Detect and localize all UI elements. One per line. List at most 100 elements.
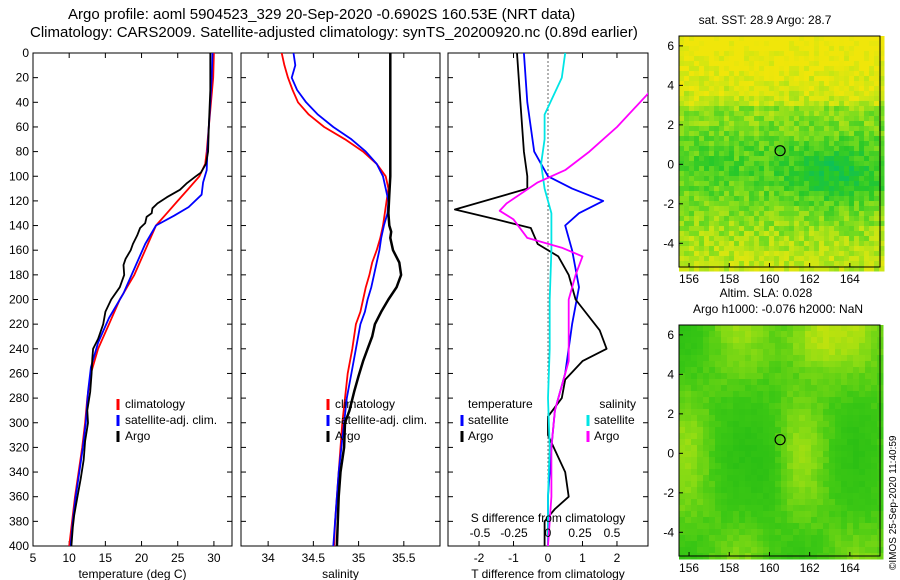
heatmap-cell	[793, 385, 800, 392]
heatmap-cell	[799, 186, 805, 192]
heatmap-cell	[794, 106, 800, 112]
heatmap-cell	[835, 337, 842, 344]
heatmap-cell	[745, 541, 752, 548]
heatmap-cell	[757, 445, 764, 452]
heatmap-cell	[809, 121, 815, 127]
heatmap-cell	[789, 91, 795, 97]
x-axis-label: salinity	[322, 567, 359, 580]
heatmap-cell	[865, 397, 872, 404]
heatmap-cell	[763, 427, 770, 434]
heatmap-cell	[679, 101, 685, 107]
heatmap-cell	[859, 361, 866, 368]
heatmap-cell	[733, 421, 740, 428]
heatmap-cell	[697, 439, 704, 446]
heatmap-cell	[709, 81, 715, 87]
heatmap-cell	[834, 156, 840, 162]
heatmap-cell	[794, 226, 800, 232]
heatmap-cell	[703, 463, 710, 470]
heatmap-cell	[691, 349, 698, 356]
heatmap-cell	[879, 216, 885, 222]
heatmap-cell	[721, 385, 728, 392]
heatmap-cell	[769, 226, 775, 232]
heatmap-cell	[727, 379, 734, 386]
heatmap-cell	[817, 379, 824, 386]
heatmap-cell	[689, 86, 695, 92]
heatmap-cell	[734, 66, 740, 72]
heatmap-cell	[865, 373, 872, 380]
heatmap-cell	[794, 36, 800, 42]
heatmap-cell	[769, 56, 775, 62]
heatmap-cell	[793, 499, 800, 506]
heatmap-cell	[691, 373, 698, 380]
heatmap-cell	[684, 71, 690, 77]
heatmap-cell	[749, 191, 755, 197]
heatmap-cell	[703, 505, 710, 512]
heatmap-cell	[823, 463, 830, 470]
heatmap-cell	[784, 146, 790, 152]
heatmap-cell	[811, 391, 818, 398]
heatmap-cell	[684, 201, 690, 207]
heatmap-cell	[834, 241, 840, 247]
heatmap-cell	[774, 61, 780, 67]
heatmap-cell	[794, 141, 800, 147]
heatmap-cell	[709, 226, 715, 232]
heatmap-cell	[865, 481, 872, 488]
heatmap-cell	[694, 191, 700, 197]
heatmap-cell	[759, 146, 765, 152]
heatmap-cell	[757, 439, 764, 446]
heatmap-cell	[817, 373, 824, 380]
heatmap-cell	[697, 367, 704, 374]
heatmap-cell	[839, 171, 845, 177]
map-x-tick-label: 156	[679, 561, 699, 575]
heatmap-cell	[703, 367, 710, 374]
heatmap-cell	[709, 201, 715, 207]
heatmap-cell	[709, 86, 715, 92]
heatmap-cell	[749, 236, 755, 242]
heatmap-cell	[694, 131, 700, 137]
heatmap-cell	[697, 409, 704, 416]
heatmap-cell	[841, 505, 848, 512]
heatmap-cell	[749, 146, 755, 152]
heatmap-cell	[774, 51, 780, 57]
heatmap-cell	[847, 391, 854, 398]
heatmap-cell	[784, 111, 790, 117]
heatmap-cell	[733, 379, 740, 386]
heatmap-cell	[759, 196, 765, 202]
heatmap-cell	[853, 391, 860, 398]
heatmap-cell	[874, 256, 880, 262]
heatmap-cell	[805, 499, 812, 506]
heatmap-cell	[689, 141, 695, 147]
heatmap-cell	[721, 511, 728, 518]
heatmap-cell	[704, 166, 710, 172]
heatmap-cell	[754, 236, 760, 242]
heatmap-cell	[729, 101, 735, 107]
heatmap-cell	[834, 211, 840, 217]
heatmap-cell	[759, 256, 765, 262]
heatmap-cell	[864, 76, 870, 82]
heatmap-cell	[679, 421, 686, 428]
heatmap-cell	[789, 96, 795, 102]
heatmap-cell	[684, 146, 690, 152]
heatmap-cell	[864, 111, 870, 117]
heatmap-cell	[763, 433, 770, 440]
heatmap-cell	[804, 66, 810, 72]
heatmap-cell	[775, 343, 782, 350]
heatmap-cell	[729, 111, 735, 117]
heatmap-cell	[779, 126, 785, 132]
heatmap-cell	[871, 493, 878, 500]
heatmap-cell	[721, 541, 728, 548]
heatmap-cell	[759, 191, 765, 197]
heatmap-cell	[841, 379, 848, 386]
heatmap-cell	[823, 337, 830, 344]
heatmap-cell	[715, 367, 722, 374]
heatmap-cell	[739, 505, 746, 512]
heatmap-cell	[749, 66, 755, 72]
heatmap-cell	[809, 146, 815, 152]
heatmap-cell	[869, 196, 875, 202]
heatmap-cell	[841, 331, 848, 338]
heatmap-cell	[704, 116, 710, 122]
heatmap-cell	[729, 46, 735, 52]
heatmap-cell	[697, 517, 704, 524]
heatmap-cell	[729, 86, 735, 92]
heatmap-cell	[733, 463, 740, 470]
